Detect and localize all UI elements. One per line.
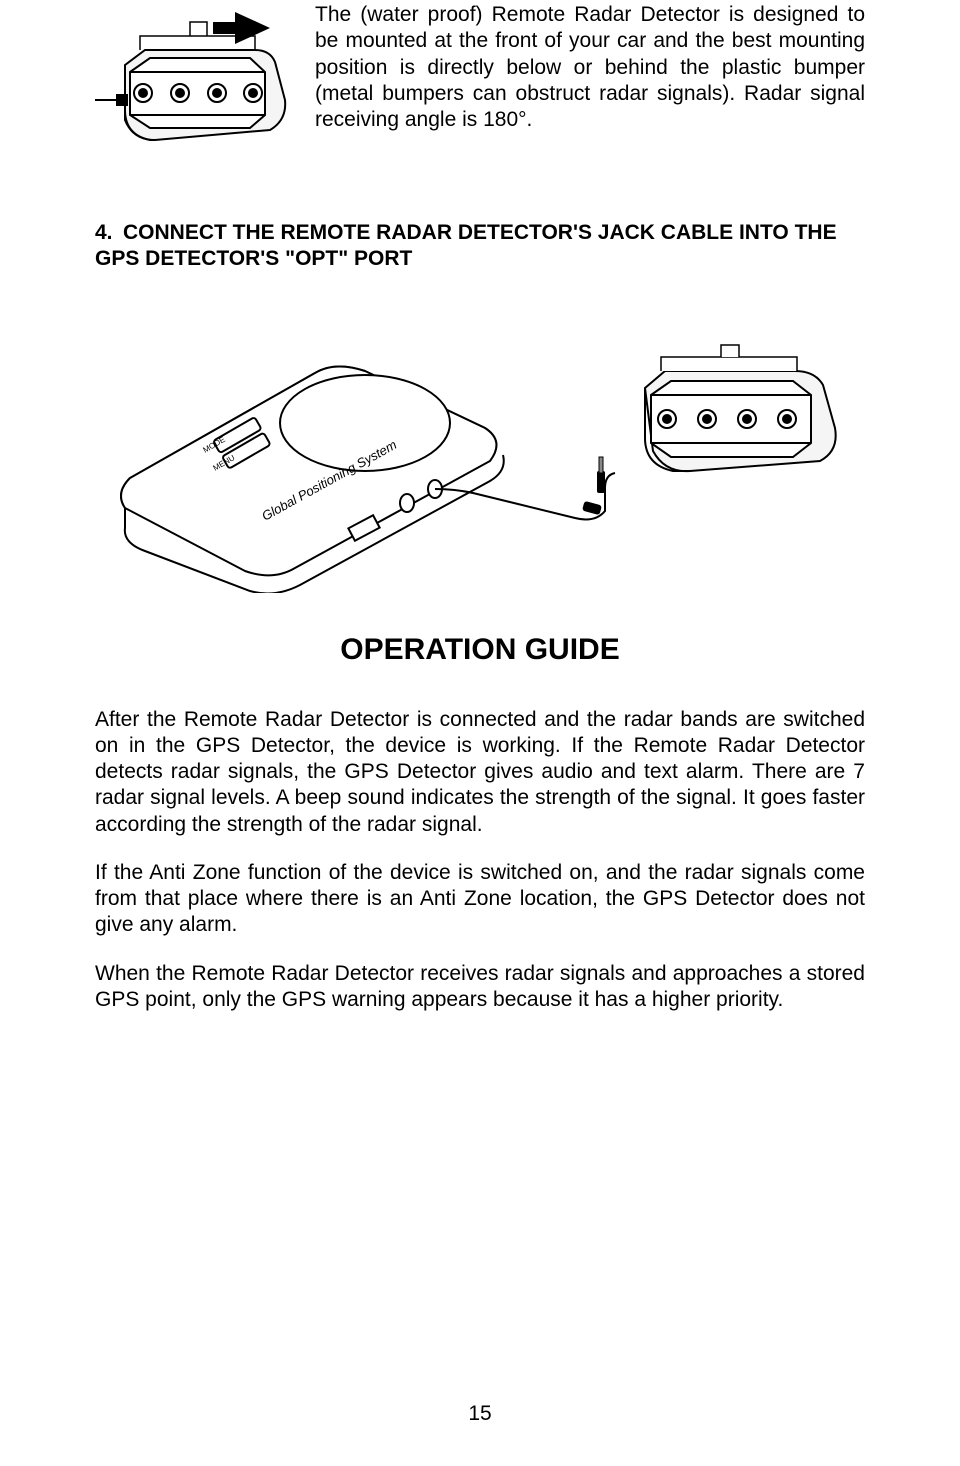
radar-detector-illustration bbox=[95, 0, 295, 180]
page-number: 15 bbox=[0, 1402, 960, 1426]
top-section: The (water proof) Remote Radar Detector … bbox=[95, 0, 865, 180]
operation-paragraph-1: After the Remote Radar Detector is conne… bbox=[95, 707, 865, 838]
step-heading-text: CONNECT THE REMOTE RADAR DETECTOR'S JACK… bbox=[95, 221, 837, 270]
arrow-icon bbox=[213, 12, 270, 44]
operation-guide-title: OPERATION GUIDE bbox=[95, 633, 865, 667]
operation-paragraph-2: If the Anti Zone function of the device … bbox=[95, 860, 865, 939]
intro-paragraph: The (water proof) Remote Radar Detector … bbox=[315, 0, 865, 180]
operation-paragraph-3: When the Remote Radar Detector receives … bbox=[95, 961, 865, 1014]
connection-diagram: Global Positioning System MODE MENU bbox=[95, 293, 865, 593]
step-number: 4. bbox=[95, 220, 123, 246]
step-4-heading: 4.CONNECT THE REMOTE RADAR DETECTOR'S JA… bbox=[95, 220, 865, 273]
